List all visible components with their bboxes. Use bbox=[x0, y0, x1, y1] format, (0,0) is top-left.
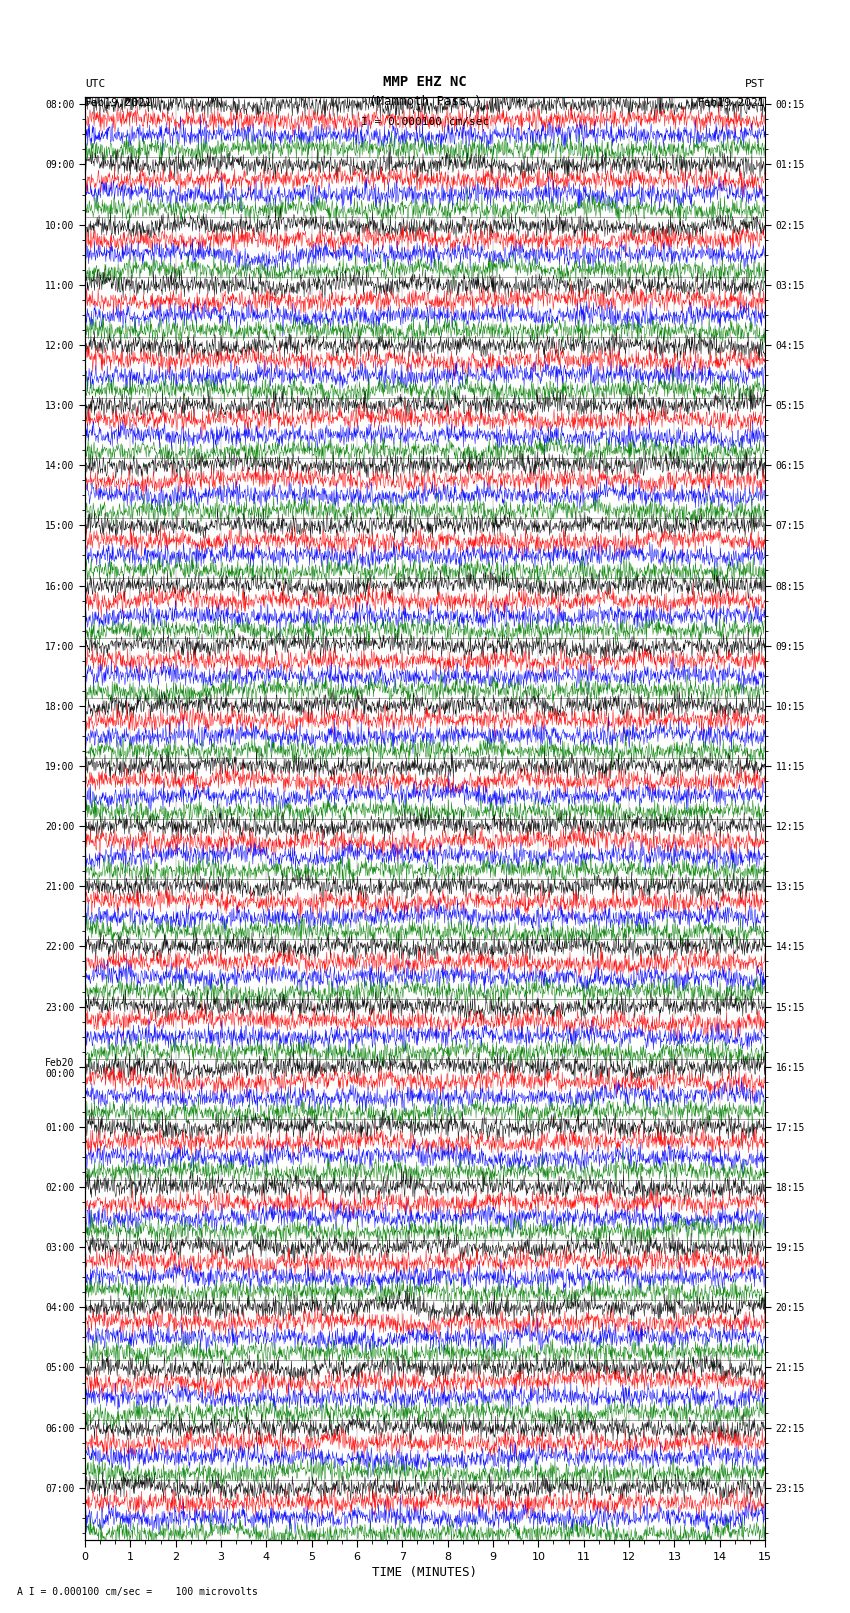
Text: A I = 0.000100 cm/sec =    100 microvolts: A I = 0.000100 cm/sec = 100 microvolts bbox=[17, 1587, 258, 1597]
Text: I = 0.000100 cm/sec: I = 0.000100 cm/sec bbox=[361, 118, 489, 127]
Text: (Mammoth Pass ): (Mammoth Pass ) bbox=[369, 95, 481, 108]
Text: Feb19,2021: Feb19,2021 bbox=[698, 98, 765, 108]
Text: PST: PST bbox=[745, 79, 765, 89]
Text: Feb19,2021: Feb19,2021 bbox=[85, 98, 152, 108]
Text: UTC: UTC bbox=[85, 79, 105, 89]
Text: MMP EHZ NC: MMP EHZ NC bbox=[383, 74, 467, 89]
X-axis label: TIME (MINUTES): TIME (MINUTES) bbox=[372, 1566, 478, 1579]
